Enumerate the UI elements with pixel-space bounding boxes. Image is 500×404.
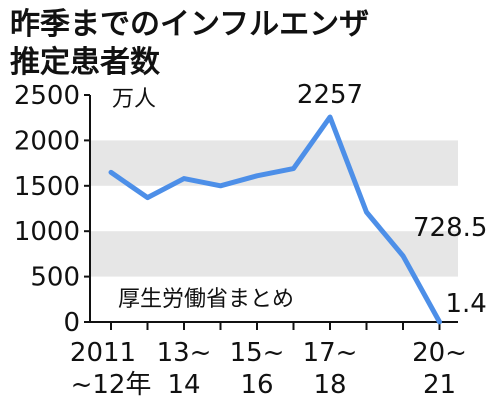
grid-band [90,231,458,277]
source-note: 厚生労働省まとめ [118,287,294,312]
data-point [146,196,149,200]
y-tick-label: 1000 [14,217,80,247]
data-labels: 2257 728.5 1.4 [297,80,488,319]
x-tick-label-bottom: 16 [240,370,273,400]
y-tick-label: 1500 [14,172,80,202]
data-point [401,254,405,258]
x-tick-label-top: 13~ [157,338,212,368]
x-tick-label-bottom: 18 [313,370,346,400]
series-line [108,114,442,325]
data-point [328,115,332,119]
data-point [182,177,186,181]
x-tick-label-bottom: 21 [423,370,456,400]
data-point [255,174,259,178]
grid-band [90,140,458,186]
x-tick-label-bottom: 14 [167,370,200,400]
data-point [438,320,441,324]
y-tick-label: 0 [63,308,80,338]
x-tick-label-top: 17~ [303,338,358,368]
y-tick-label: 500 [30,263,80,293]
data-label: 1.4 [446,289,487,319]
data-label: 2257 [297,80,363,110]
axes [84,94,458,330]
y-tick-label: 2000 [14,126,80,156]
data-point [109,170,113,174]
series-layer [108,114,442,325]
chart-title-line-2: 推定患者数 [10,45,161,80]
data-label: 728.5 [413,213,487,243]
unit-label: 万人 [112,87,156,112]
grid-bands [90,140,458,277]
y-tick-label: 2500 [14,81,80,111]
x-tick-label-top: 20~ [412,338,467,368]
data-point [365,210,368,214]
y-tick-labels: 0 500 1000 1500 2000 2500 [14,81,80,338]
x-tick-label-bottom: ~12年 [71,370,152,400]
data-point [292,167,295,171]
chart-title-line-1: 昨季までのインフルエンザ [10,7,369,42]
x-tick-label-top: 15~ [230,338,285,368]
data-point [219,184,222,188]
x-tick-label-top: 2011 [70,338,136,368]
